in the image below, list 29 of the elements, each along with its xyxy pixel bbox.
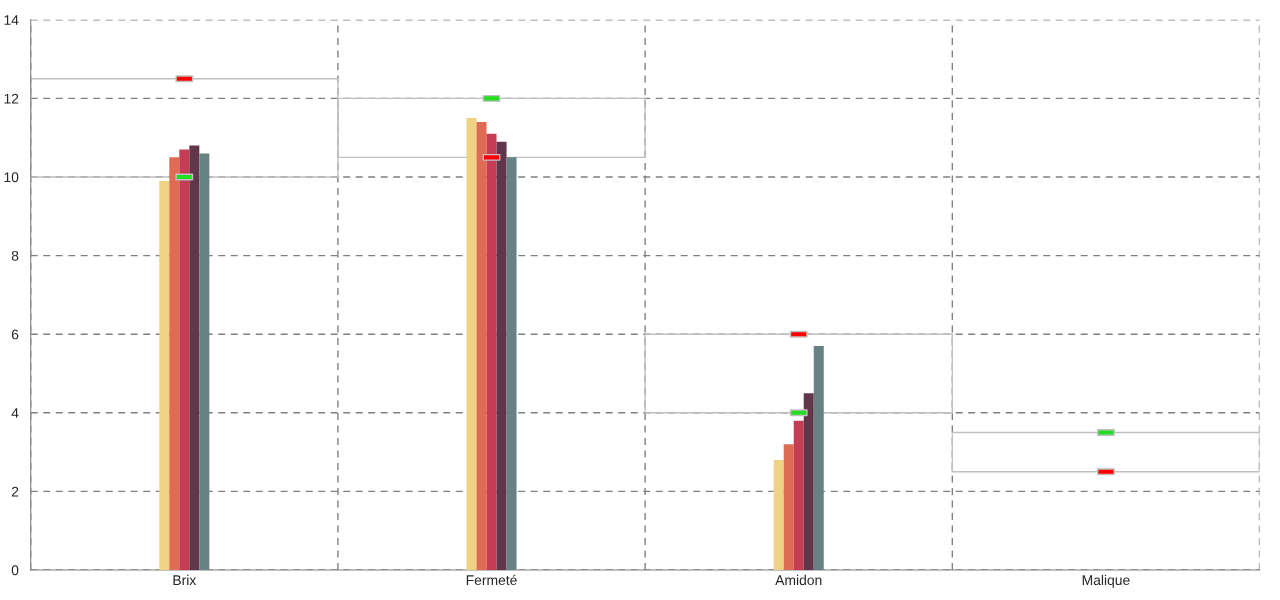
y-tick-label: 2 [11,486,19,497]
y-tick-label: 6 [11,329,19,340]
bar [813,345,824,570]
bar [644,333,954,414]
y-tick-label: 8 [11,250,19,261]
bar [189,145,200,570]
bar [951,431,1260,473]
bar [159,180,170,570]
bar [496,141,507,570]
y-tick-label: 12 [4,93,19,104]
y-tick-label: 10 [4,172,19,183]
bar [773,459,784,570]
x-tick-label: Brix [173,574,197,585]
bar [783,444,794,570]
x-tick-label: Malique [1082,574,1130,588]
bar [169,157,180,570]
bar [199,153,210,570]
x-tick-label: Fermeté [466,574,517,586]
bar [803,393,814,570]
bar [476,121,487,570]
y-tick-label: 14 [4,15,19,25]
bar [466,118,477,570]
y-tick-label: 0 [11,565,19,576]
y-tick-label: 4 [11,408,19,418]
bar [486,133,497,570]
bar [506,157,517,570]
bar [179,149,190,570]
bar [793,420,804,570]
x-tick-label: Amidon [775,574,822,586]
